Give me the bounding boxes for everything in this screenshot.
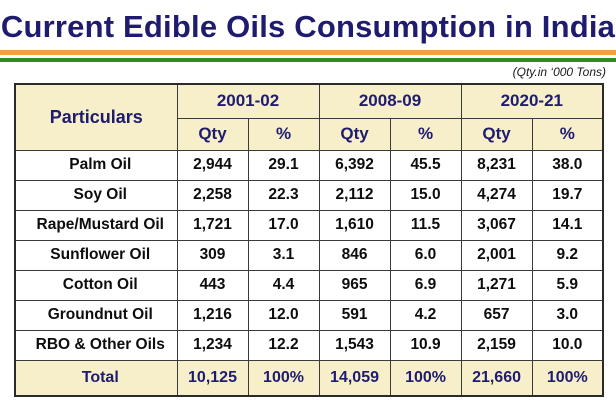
- row-value: 8,231: [460, 149, 533, 181]
- row-value: 10.9: [389, 329, 462, 361]
- percent-header: %: [531, 117, 604, 151]
- row-value: 965: [318, 269, 391, 301]
- row-value: 6.0: [389, 239, 462, 271]
- row-value: 15.0: [389, 179, 462, 211]
- row-value: 1,234: [176, 329, 249, 361]
- row-value: 443: [176, 269, 249, 301]
- total-value: 100%: [247, 359, 320, 397]
- total-row: Total 10,125 100% 14,059 100% 21,660 100…: [14, 359, 604, 397]
- row-value: 1,721: [176, 209, 249, 241]
- row-value: 6,392: [318, 149, 391, 181]
- table-row: Soy Oil 2,258 22.3 2,112 15.0 4,274 19.7: [14, 179, 604, 211]
- table-row: Palm Oil 2,944 29.1 6,392 45.5 8,231 38.0: [14, 149, 604, 181]
- green-bar: [0, 58, 616, 62]
- row-label: RBO & Other Oils: [14, 329, 178, 361]
- row-value: 4,274: [460, 179, 533, 211]
- year-header-2001-02: 2001-02: [176, 83, 320, 119]
- row-value: 3.0: [531, 299, 604, 331]
- table-row: Cotton Oil 443 4.4 965 6.9 1,271 5.9: [14, 269, 604, 301]
- row-value: 591: [318, 299, 391, 331]
- row-value: 846: [318, 239, 391, 271]
- table-row: RBO & Other Oils 1,234 12.2 1,543 10.9 2,159 1…: [14, 329, 604, 361]
- row-value: 4.2: [389, 299, 462, 331]
- table-body: Palm Oil 2,944 29.1 6,392 45.5 8,231 38.0 Soy O…: [14, 149, 604, 397]
- row-value: 3.1: [247, 239, 320, 271]
- row-value: 14.1: [531, 209, 604, 241]
- row-value: 22.3: [247, 179, 320, 211]
- total-value: 100%: [389, 359, 462, 397]
- row-value: 2,159: [460, 329, 533, 361]
- table-row: Groundnut Oil 1,216 12.0 591 4.2 657 3.0: [14, 299, 604, 331]
- row-label: Soy Oil: [14, 179, 178, 211]
- row-value: 3,067: [460, 209, 533, 241]
- total-value: 14,059: [318, 359, 391, 397]
- row-value: 10.0: [531, 329, 604, 361]
- qty-header: Qty: [460, 117, 533, 151]
- row-value: 29.1: [247, 149, 320, 181]
- row-value: 657: [460, 299, 533, 331]
- row-value: 12.2: [247, 329, 320, 361]
- row-value: 17.0: [247, 209, 320, 241]
- row-value: 2,001: [460, 239, 533, 271]
- row-label: Cotton Oil: [14, 269, 178, 301]
- percent-header: %: [389, 117, 462, 151]
- row-value: 2,944: [176, 149, 249, 181]
- qty-header: Qty: [318, 117, 391, 151]
- divider-gap: [0, 55, 616, 58]
- tricolor-divider: [0, 50, 616, 62]
- row-value: 19.7: [531, 179, 604, 211]
- page-title: Current Edible Oils Consumption in India: [0, 9, 616, 44]
- year-header-2008-09: 2008-09: [318, 83, 462, 119]
- consumption-table: Particulars 2001-02 2008-09 2020-21 Qty …: [14, 83, 605, 397]
- row-label: Groundnut Oil: [14, 299, 178, 331]
- row-value: 12.0: [247, 299, 320, 331]
- row-value: 11.5: [389, 209, 462, 241]
- row-value: 5.9: [531, 269, 604, 301]
- total-value: 21,660: [460, 359, 533, 397]
- row-label: Sunflower Oil: [14, 239, 178, 271]
- saffron-bar: [0, 50, 616, 55]
- total-value: 10,125: [176, 359, 249, 397]
- table-row: Sunflower Oil 309 3.1 846 6.0 2,001 9.2: [14, 239, 604, 271]
- row-value: 1,271: [460, 269, 533, 301]
- year-header-2020-21: 2020-21: [460, 83, 604, 119]
- row-value: 1,543: [318, 329, 391, 361]
- row-value: 1,216: [176, 299, 249, 331]
- row-value: 9.2: [531, 239, 604, 271]
- table-row: Rape/Mustard Oil 1,721 17.0 1,610 11.5 3,067 1…: [14, 209, 604, 241]
- row-label: Rape/Mustard Oil: [14, 209, 178, 241]
- row-value: 6.9: [389, 269, 462, 301]
- percent-header: %: [247, 117, 320, 151]
- row-label: Palm Oil: [14, 149, 178, 181]
- row-value: 309: [176, 239, 249, 271]
- row-value: 2,258: [176, 179, 249, 211]
- total-value: 100%: [531, 359, 604, 397]
- units-note: (Qty.in ‘000 Tons): [512, 65, 606, 79]
- total-label: Total: [14, 359, 178, 397]
- row-value: 1,610: [318, 209, 391, 241]
- row-value: 4.4: [247, 269, 320, 301]
- particulars-header: Particulars: [14, 83, 178, 151]
- row-value: 2,112: [318, 179, 391, 211]
- year-header-row: Particulars 2001-02 2008-09 2020-21: [14, 83, 604, 151]
- row-value: 45.5: [389, 149, 462, 181]
- qty-header: Qty: [176, 117, 249, 151]
- row-value: 38.0: [531, 149, 604, 181]
